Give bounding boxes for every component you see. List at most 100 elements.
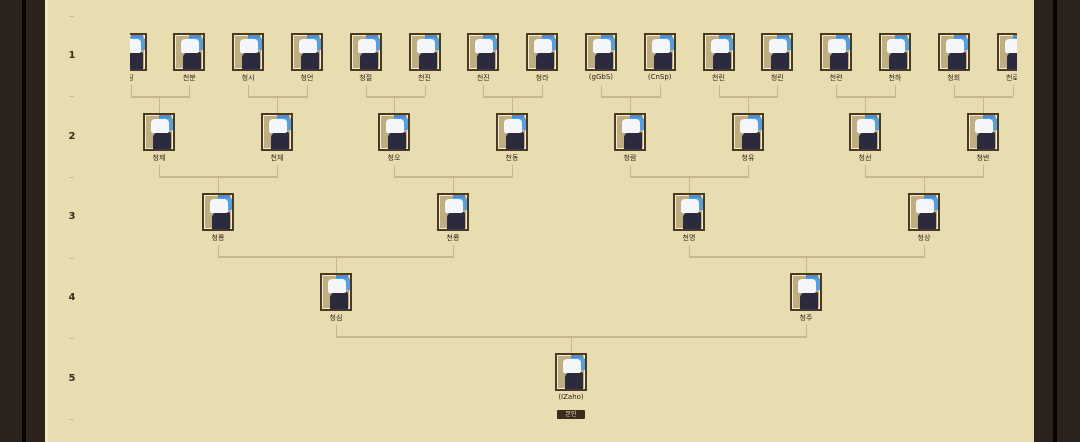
character-portrait-icon[interactable] xyxy=(349,33,382,71)
character-portrait-icon[interactable] xyxy=(202,193,234,231)
connector-line xyxy=(512,96,513,113)
character-portrait-icon[interactable] xyxy=(908,193,940,231)
divider-tick xyxy=(69,419,74,420)
character-portrait-icon[interactable] xyxy=(673,193,705,231)
member-node[interactable]: 천명 xyxy=(659,193,719,243)
member-name: 천명 xyxy=(682,234,696,242)
member-node[interactable]: 천하 xyxy=(865,33,925,83)
member-node[interactable]: 청유 xyxy=(718,113,778,163)
member-node[interactable]: 천린 xyxy=(689,33,749,83)
character-portrait-icon[interactable] xyxy=(849,113,881,151)
character-portrait-icon[interactable] xyxy=(555,353,587,391)
character-portrait-icon[interactable] xyxy=(232,33,265,71)
character-portrait-icon[interactable] xyxy=(702,33,735,71)
member-name: 천련 xyxy=(829,74,843,82)
member-node[interactable]: 청심 xyxy=(306,273,366,323)
character-portrait-icon[interactable] xyxy=(378,113,410,151)
member-node[interactable]: 청상 xyxy=(894,193,954,243)
connector-line xyxy=(483,96,544,98)
connector-line xyxy=(453,176,454,193)
member-node[interactable]: 천체 xyxy=(247,113,307,163)
member-node[interactable]: 천진 xyxy=(395,33,455,83)
character-portrait-icon[interactable] xyxy=(584,33,617,71)
level-label: 1 xyxy=(68,50,76,61)
member-name: 천동 xyxy=(505,154,519,162)
family-tree: 징 천분 청시 청언 청절 천진 천진 청라 (gGbS) (CnSp) 천린 청린 천련 천하 청회 천로 청… xyxy=(130,0,1017,442)
member-node[interactable]: 천로 xyxy=(983,33,1017,83)
connector-line xyxy=(718,85,720,96)
level-label: 2 xyxy=(68,131,76,142)
character-portrait-icon[interactable] xyxy=(937,33,970,71)
connector-line xyxy=(159,165,160,176)
member-node[interactable]: 천진 xyxy=(453,33,513,83)
character-portrait-icon[interactable] xyxy=(761,33,794,71)
member-node[interactable]: 청오 xyxy=(364,113,424,163)
character-portrait-icon[interactable] xyxy=(732,113,764,151)
member-name: 청상 xyxy=(917,234,931,242)
member-node[interactable]: 청룡 xyxy=(188,193,248,243)
member-name: 천린 xyxy=(712,74,725,82)
character-portrait-icon[interactable] xyxy=(996,33,1017,71)
connector-line xyxy=(894,85,896,96)
character-portrait-icon[interactable] xyxy=(820,33,853,71)
character-portrait-icon[interactable] xyxy=(143,113,175,151)
member-node[interactable]: 청라 xyxy=(512,33,572,83)
member-node[interactable]: (IZaho) 본인 xyxy=(541,353,601,420)
member-node[interactable]: 청주 xyxy=(776,273,836,323)
character-portrait-icon[interactable] xyxy=(408,33,441,71)
character-portrait-icon[interactable] xyxy=(130,33,147,71)
character-portrait-icon[interactable] xyxy=(790,273,822,311)
member-node[interactable]: 청절 xyxy=(336,33,396,83)
member-name: 청회 xyxy=(947,74,961,82)
connector-line xyxy=(130,85,132,96)
member-name: 청언 xyxy=(300,74,314,82)
character-portrait-icon[interactable] xyxy=(437,193,469,231)
member-node[interactable]: 징 xyxy=(130,33,161,83)
character-portrait-icon[interactable] xyxy=(173,33,206,71)
connector-line xyxy=(571,336,572,353)
connector-line xyxy=(277,165,278,176)
member-node[interactable]: 청시 xyxy=(218,33,278,83)
connector-line xyxy=(659,85,661,96)
member-node[interactable]: 청람 xyxy=(600,113,660,163)
connector-line xyxy=(748,165,749,176)
character-portrait-icon[interactable] xyxy=(467,33,500,71)
character-portrait-icon[interactable] xyxy=(614,113,646,151)
connector-line xyxy=(277,96,278,113)
member-node[interactable]: 천련 xyxy=(806,33,866,83)
member-node[interactable]: 청반 xyxy=(953,113,1013,163)
character-portrait-icon[interactable] xyxy=(878,33,911,71)
member-node[interactable]: (gGbS) xyxy=(571,33,631,81)
character-portrait-icon[interactable] xyxy=(496,113,528,151)
character-portrait-icon[interactable] xyxy=(290,33,323,71)
member-name: 청시 xyxy=(241,74,255,82)
connector-line xyxy=(453,245,454,256)
member-node[interactable]: 청언 xyxy=(277,33,337,83)
member-name: 청반 xyxy=(976,154,990,162)
connector-line xyxy=(865,165,866,176)
member-name: 천하 xyxy=(888,74,902,82)
divider-tick xyxy=(69,96,74,97)
self-badge: 본인 xyxy=(557,410,585,419)
member-node[interactable]: 청선 xyxy=(835,113,895,163)
character-portrait-icon[interactable] xyxy=(526,33,559,71)
left-frame xyxy=(0,0,48,442)
member-node[interactable]: (CnSp) xyxy=(630,33,690,81)
connector-line xyxy=(806,325,807,336)
member-node[interactable]: 청린 xyxy=(747,33,807,83)
level-label: 4 xyxy=(68,292,76,303)
member-node[interactable]: 천분 xyxy=(159,33,219,83)
connector-line xyxy=(1012,85,1014,96)
member-node[interactable]: 청제 xyxy=(130,113,189,163)
member-name: 청람 xyxy=(623,154,637,162)
character-portrait-icon[interactable] xyxy=(320,273,352,311)
character-portrait-icon[interactable] xyxy=(967,113,999,151)
member-node[interactable]: 천동 xyxy=(482,113,542,163)
connector-line xyxy=(836,85,838,96)
connector-line xyxy=(689,245,690,256)
member-node[interactable]: 청회 xyxy=(924,33,984,83)
connector-line xyxy=(424,85,426,96)
character-portrait-icon[interactable] xyxy=(643,33,676,71)
member-node[interactable]: 천룡 xyxy=(423,193,483,243)
character-portrait-icon[interactable] xyxy=(261,113,293,151)
